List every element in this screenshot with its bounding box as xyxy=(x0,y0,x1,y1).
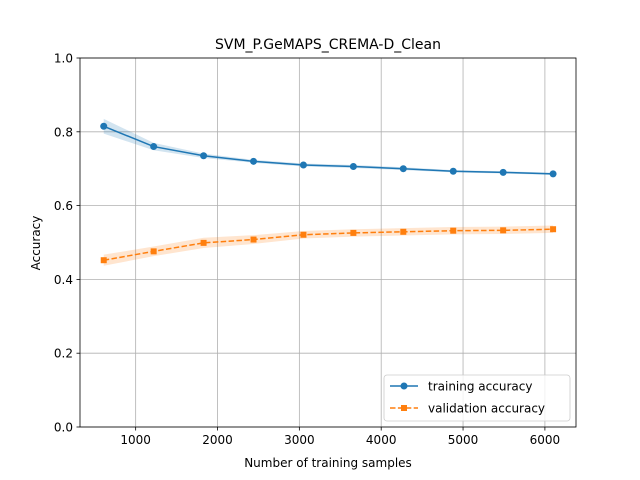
legend-marker xyxy=(401,405,407,411)
plot-frame xyxy=(79,57,577,428)
x-tick-label: 1000 xyxy=(120,433,151,447)
y-tick-label: 0.2 xyxy=(54,347,73,361)
data-point-marker xyxy=(450,227,457,234)
data-point-marker xyxy=(300,231,307,238)
y-tick-label: 0.6 xyxy=(54,199,73,213)
data-point-marker xyxy=(150,248,157,255)
series-line-1 xyxy=(103,228,554,261)
data-point-marker xyxy=(399,165,407,173)
legend: training accuracy validation accuracy xyxy=(383,374,571,422)
data-point-marker xyxy=(150,143,158,151)
series-lines xyxy=(103,125,554,261)
data-point-marker xyxy=(549,170,557,178)
legend-label-0: training accuracy xyxy=(428,380,532,394)
data-point-marker xyxy=(449,167,457,175)
data-point-marker xyxy=(250,157,258,165)
legend-box xyxy=(383,374,571,422)
data-point-marker xyxy=(350,229,357,236)
data-point-marker xyxy=(200,152,208,160)
data-point-marker xyxy=(200,239,207,246)
x-tick-label: 4000 xyxy=(366,433,397,447)
series-line-0 xyxy=(103,125,554,175)
y-axis-label: Accuracy xyxy=(29,216,43,271)
x-axis-label: Number of training samples xyxy=(244,456,412,470)
x-tick-label: 6000 xyxy=(530,433,561,447)
y-tick-label: 0.4 xyxy=(54,273,73,287)
chart-title: SVM_P.GeMAPS_CREMA-D_Clean xyxy=(215,37,441,53)
data-point-marker xyxy=(400,228,407,235)
legend-label-1: validation accuracy xyxy=(428,402,545,416)
y-tick-label: 1.0 xyxy=(54,52,73,66)
legend-marker xyxy=(400,382,408,390)
x-tick-label: 2000 xyxy=(202,433,233,447)
x-tick-label: 5000 xyxy=(448,433,479,447)
x-tick-label: 3000 xyxy=(284,433,315,447)
y-tick-label: 0.8 xyxy=(54,125,73,139)
data-point-marker xyxy=(499,168,507,176)
axes: 1000 2000 3000 4000 5000 6000 0.0 0.2 0.4 0.6 0.8 1… xyxy=(54,52,560,448)
data-point-marker xyxy=(550,226,557,233)
data-point-marker xyxy=(250,236,257,243)
data-point-marker xyxy=(100,257,107,264)
data-point-marker xyxy=(299,161,307,169)
series-markers xyxy=(100,122,557,264)
data-point-marker xyxy=(500,227,507,234)
data-point-marker xyxy=(349,162,357,170)
data-point-marker xyxy=(100,122,108,130)
y-tick-label: 0.0 xyxy=(54,421,73,435)
